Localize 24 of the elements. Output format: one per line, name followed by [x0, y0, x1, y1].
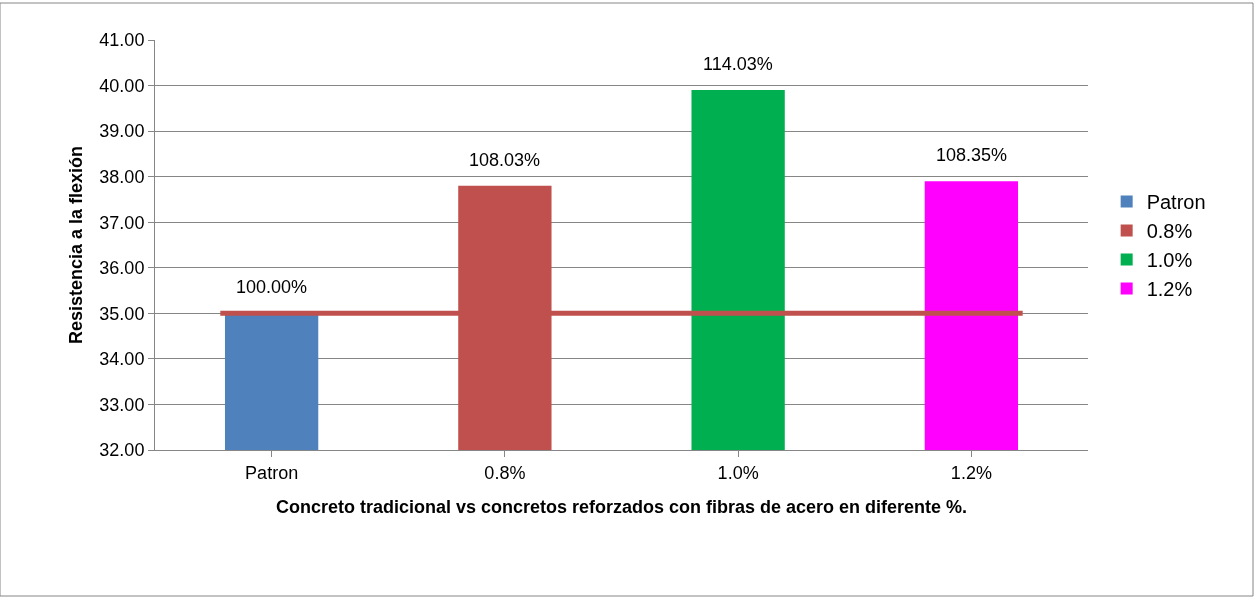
y-tick-label: 35.00: [99, 303, 145, 324]
annotation: 100.00%: [236, 277, 308, 297]
x-tick-label: 1.2%: [950, 462, 992, 483]
annotation: 108.03%: [469, 150, 541, 170]
x-tick-label: 0.8%: [484, 462, 526, 483]
legend-label: 0.8%: [1146, 220, 1193, 243]
legend-label: 1.2%: [1146, 278, 1193, 301]
legend-label: Patron: [1146, 191, 1206, 214]
y-tick-label: 33.00: [99, 394, 145, 415]
y-tick-label: 41.00: [99, 30, 145, 51]
y-tick-label: 37.00: [99, 212, 145, 233]
y-tick-label: 38.00: [99, 166, 145, 187]
legend-label: 1.0%: [1146, 249, 1193, 272]
y-axis-title: Resistencia a la flexión: [65, 145, 86, 345]
x-tick-label: 1.0%: [717, 462, 759, 483]
annotation: 108.35%: [936, 145, 1008, 165]
x-tick-label: Patron: [245, 462, 299, 483]
y-tick-label: 40.00: [99, 75, 145, 96]
y-tick-label: 36.00: [99, 258, 145, 279]
annotation: 114.03%: [703, 54, 773, 74]
y-tick-label: 32.00: [99, 440, 145, 461]
y-tick-label: 39.00: [99, 121, 145, 142]
x-axis-title: Concreto tradicional vs concretos reforzados con fibras de acero en diferente %.: [275, 496, 968, 517]
y-tick-label: 34.00: [99, 349, 145, 370]
